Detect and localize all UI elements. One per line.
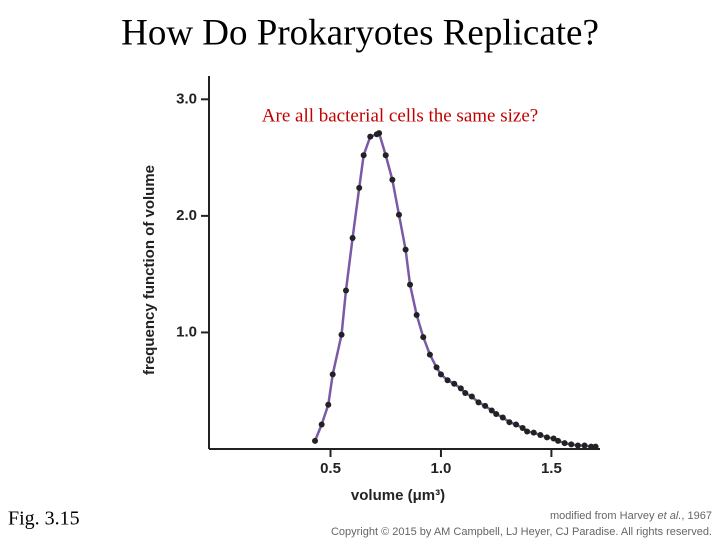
data-point — [506, 419, 513, 426]
data-point — [561, 440, 568, 447]
x-axis-label: volume (μm³) — [351, 487, 445, 504]
data-point — [329, 371, 336, 378]
data-point — [530, 429, 537, 436]
x-tick-label: 0.5 — [320, 460, 341, 477]
credit-text: modified from Harvey — [550, 510, 658, 522]
data-point — [312, 437, 319, 444]
data-point — [568, 441, 575, 448]
data-point — [513, 421, 520, 428]
y-tick-label: 1.0 — [176, 323, 197, 340]
x-tick-label: 1.5 — [541, 460, 562, 477]
chart: Are all bacterial cells the same size? v… — [141, 76, 600, 504]
data-point — [367, 133, 374, 140]
data-point — [420, 334, 427, 341]
copyright: Copyright © 2015 by AM Campbell, LJ Heye… — [331, 526, 712, 538]
credit-text: , 1967 — [681, 510, 712, 522]
data-point — [389, 176, 396, 183]
data-point — [592, 443, 599, 450]
figure-label: Fig. 3.15 — [8, 508, 80, 530]
y-tick-label: 2.0 — [176, 207, 197, 224]
y-axis-label: frequency function of volume — [141, 165, 158, 375]
data-point — [395, 211, 402, 218]
data-point — [325, 401, 332, 408]
data-point — [402, 246, 409, 253]
fit-line — [313, 131, 596, 448]
data-point — [349, 235, 356, 242]
data-point — [493, 411, 500, 418]
data-point — [581, 442, 588, 449]
data-point — [537, 432, 544, 439]
data-point — [543, 434, 550, 441]
data-point — [451, 380, 458, 387]
data-point — [588, 443, 595, 450]
slide-title: How Do Prokaryotes Replicate? — [121, 12, 599, 53]
credit-text: et al. — [658, 510, 682, 522]
data-point — [524, 428, 531, 435]
credit: modified from Harvey et al., 1967 — [550, 510, 712, 522]
data-point — [475, 399, 482, 406]
annotation: Are all bacterial cells the same size? — [262, 105, 538, 126]
data-point — [433, 364, 440, 371]
data-point — [555, 437, 562, 444]
data-point — [382, 152, 389, 159]
data-point — [318, 421, 325, 428]
data-point — [342, 287, 349, 294]
data-point — [488, 407, 495, 414]
data-point — [550, 435, 557, 442]
data-point — [413, 311, 420, 318]
data-point — [574, 442, 581, 449]
data-point — [499, 414, 506, 421]
data-point — [437, 371, 444, 378]
data-point — [482, 402, 489, 409]
data-point — [426, 351, 433, 358]
data-point — [356, 184, 363, 191]
data-point — [407, 281, 414, 288]
x-tick-label: 1.0 — [431, 460, 452, 477]
data-point — [457, 385, 464, 392]
data-point — [468, 393, 475, 400]
data-point — [519, 425, 526, 432]
data-point — [444, 377, 451, 384]
data-point — [338, 331, 345, 338]
data-point — [462, 390, 469, 397]
y-tick-label: 3.0 — [176, 90, 197, 107]
data-point — [360, 152, 367, 159]
data-point — [376, 130, 383, 137]
